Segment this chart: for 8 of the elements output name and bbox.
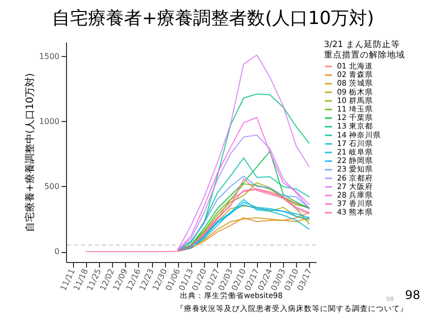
legend-title: 3/21 まん延防止等重点措置の解除地域 — [324, 39, 405, 60]
y-tick-label: 500 — [44, 182, 60, 191]
y-tick-label: 0 — [54, 247, 60, 256]
text: 98 — [405, 288, 420, 302]
y-tick-label: 1000 — [39, 116, 60, 126]
chart-title: 自宅療養者+療養調整者数(人口10万対) — [52, 8, 374, 29]
y-tick-label: 1500 — [39, 52, 60, 61]
y-axis-title: 自宅療養+療養調整中(人口10万対) — [24, 72, 36, 232]
